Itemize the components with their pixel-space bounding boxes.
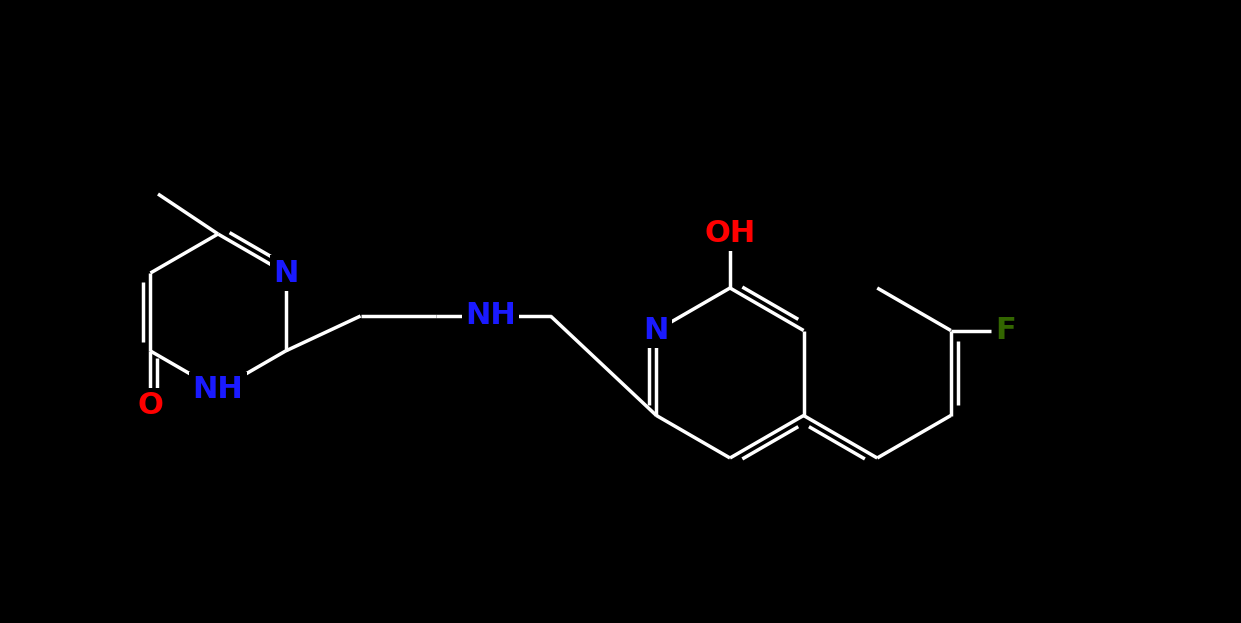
Text: OH: OH xyxy=(705,219,756,247)
Text: NH: NH xyxy=(465,302,516,330)
Text: N: N xyxy=(644,316,669,345)
Text: F: F xyxy=(995,316,1016,345)
Text: N: N xyxy=(273,259,298,287)
Text: NH: NH xyxy=(192,376,243,404)
Text: O: O xyxy=(138,391,164,421)
